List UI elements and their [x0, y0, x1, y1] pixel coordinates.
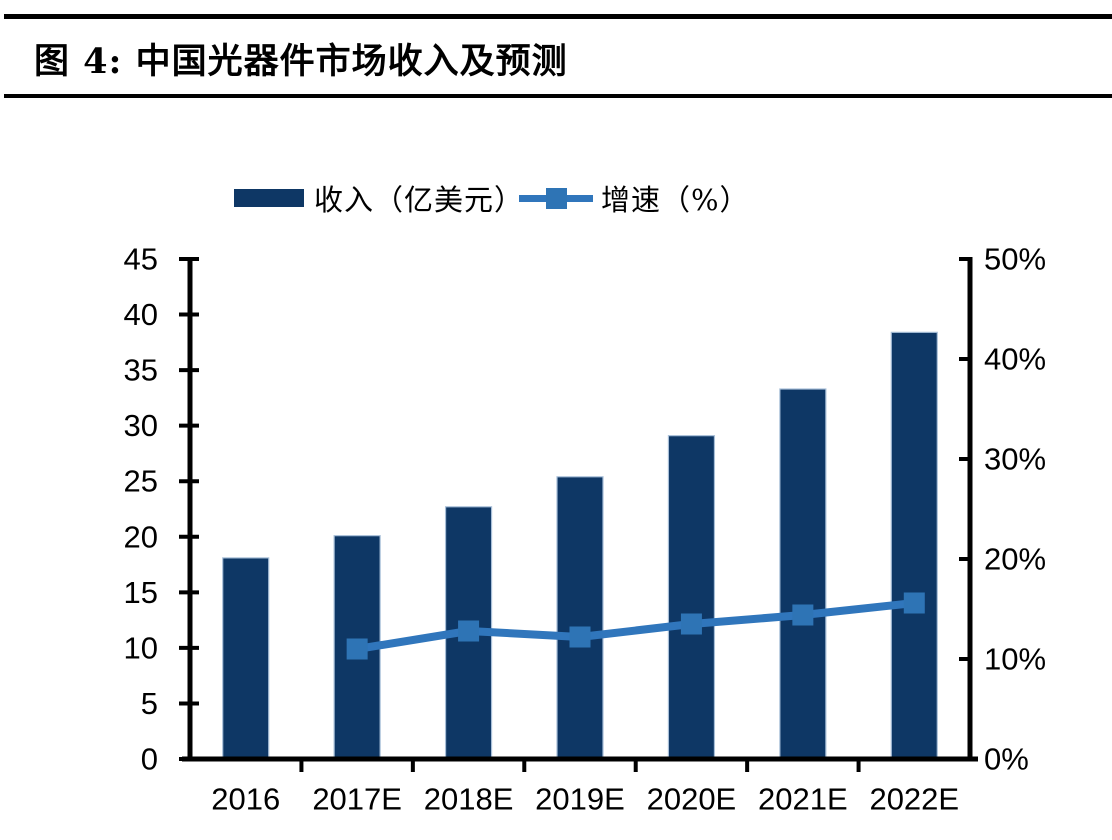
bar-2022E	[890, 331, 938, 760]
bar-2021E	[779, 388, 827, 760]
legend-label-growth: 增速（%）	[601, 183, 750, 217]
bar-2020E	[667, 435, 716, 760]
left-tick-label-35: 35	[124, 353, 158, 388]
x-label-2018E: 2018E	[424, 782, 514, 817]
x-label-2022E: 2022E	[869, 782, 959, 817]
growth-line-swatch	[519, 187, 593, 209]
right-tick-label-0%: 0%	[984, 742, 1029, 777]
figure-title: 图 4: 中国光器件市场收入及预测	[34, 41, 568, 82]
x-label-2017E: 2017E	[312, 782, 402, 817]
left-tick-label-45: 45	[124, 242, 158, 277]
right-tick-label-10%: 10%	[984, 642, 1046, 677]
x-label-2016: 2016	[211, 782, 280, 817]
x-label-2020E: 2020E	[647, 782, 737, 817]
bar-2016	[222, 557, 270, 760]
growth-marker-2022E	[903, 592, 925, 614]
growth-marker-2020E	[680, 613, 702, 635]
left-tick-label-40: 40	[124, 297, 158, 332]
legend-item-growth: 增速（%）	[519, 180, 750, 217]
left-tick-label-15: 15	[124, 575, 158, 610]
left-tick-label-0: 0	[141, 742, 158, 777]
bar-2019E	[556, 476, 604, 760]
growth-marker-2018E	[458, 620, 480, 642]
growth-marker-swatch	[546, 187, 567, 209]
revenue-bar-swatch	[234, 189, 304, 207]
left-tick-label-25: 25	[124, 464, 158, 499]
x-label-2019E: 2019E	[535, 782, 625, 817]
left-tick-label-20: 20	[124, 519, 158, 554]
growth-line	[353, 599, 919, 653]
legend-item-revenue: 收入（亿美元）	[234, 180, 525, 217]
growth-marker-2021E	[792, 604, 814, 626]
x-label-2021E: 2021E	[758, 782, 848, 817]
legend-label-revenue: 收入（亿美元）	[314, 183, 525, 217]
chart-legend: 收入（亿美元） 增速（%）	[0, 180, 1112, 217]
right-tick-label-30%: 30%	[984, 442, 1046, 477]
title-rule-top	[4, 14, 1112, 19]
title-rule-bottom	[4, 94, 1112, 98]
left-tick-label-5: 5	[141, 686, 158, 721]
right-tick-label-20%: 20%	[984, 542, 1046, 577]
left-tick-label-10: 10	[124, 630, 158, 665]
growth-marker-2019E	[569, 626, 591, 648]
growth-marker-2017E	[346, 638, 368, 660]
left-tick-label-30: 30	[124, 408, 158, 443]
right-tick-label-40%: 40%	[984, 342, 1046, 377]
right-tick-label-50%: 50%	[984, 242, 1046, 277]
